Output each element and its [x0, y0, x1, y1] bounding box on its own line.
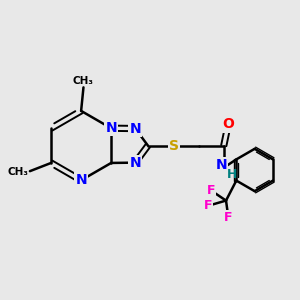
- Text: N: N: [75, 173, 87, 187]
- Text: N: N: [130, 156, 141, 170]
- Text: CH₃: CH₃: [73, 76, 94, 86]
- Text: N: N: [130, 122, 141, 136]
- Text: N: N: [216, 158, 227, 172]
- Text: S: S: [169, 139, 179, 153]
- Text: CH₃: CH₃: [8, 167, 29, 177]
- Text: F: F: [203, 200, 212, 212]
- Text: H: H: [227, 168, 237, 181]
- Text: F: F: [224, 211, 232, 224]
- Text: N: N: [105, 121, 117, 135]
- Text: O: O: [222, 117, 234, 131]
- Text: F: F: [206, 184, 215, 197]
